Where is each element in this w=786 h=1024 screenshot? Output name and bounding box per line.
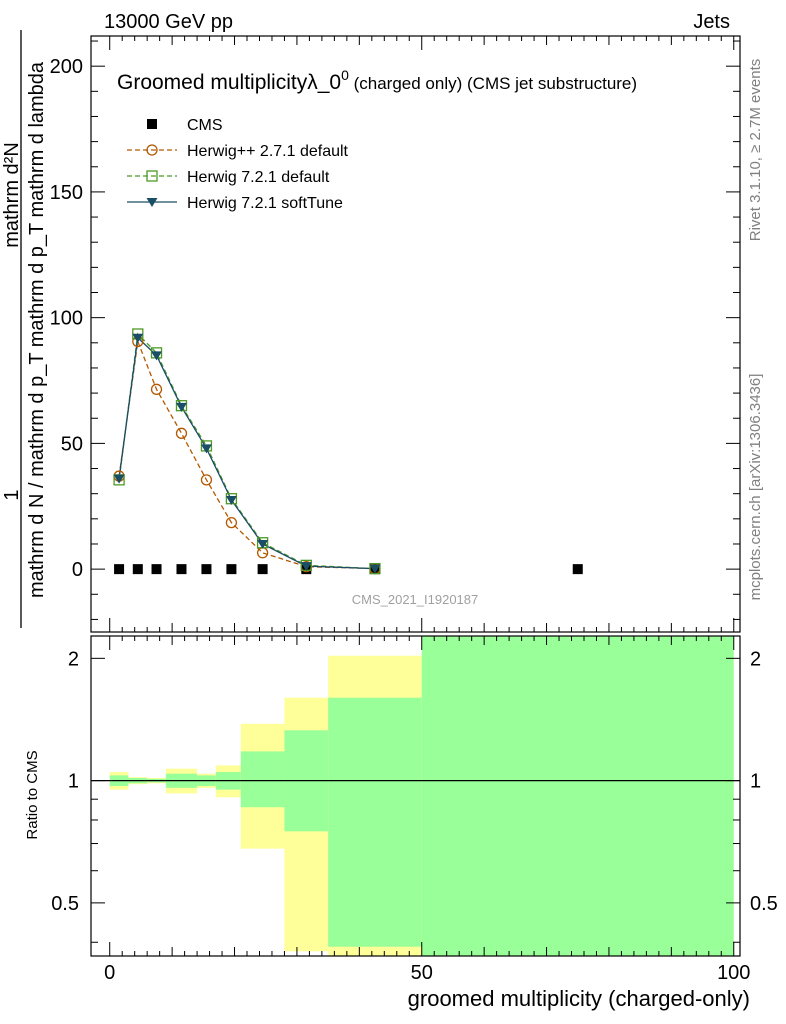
data-point-s0-2 — [151, 564, 162, 575]
data-point-s3-0 — [113, 474, 125, 484]
data-point-s0-3 — [176, 564, 187, 575]
x-tick-label-50: 50 — [411, 962, 433, 984]
data-point-s0-4 — [201, 564, 212, 575]
main-ylabel-one: 1 — [1, 489, 23, 500]
data-point-s1-4 — [200, 474, 213, 486]
ratio-ytick-label-right-0.5: 0.5 — [750, 893, 778, 915]
rivet-label: Rivet 3.1.10, ≥ 2.7M events — [747, 59, 764, 242]
legend-label-2: Herwig 7.2.1 default — [187, 169, 330, 186]
header-jets-label: Jets — [693, 11, 730, 33]
legend-marker-1 — [146, 144, 158, 156]
mcplots-label: mcplots.cern.ch [arXiv:1306.3436] — [747, 374, 764, 601]
main-title-sup: 0 — [341, 67, 349, 83]
main-ytick-label-100: 100 — [50, 308, 83, 330]
x-tick-label-0: 0 — [104, 962, 115, 984]
main-ytick-label-150: 150 — [50, 182, 83, 204]
main-ytick-label-0: 0 — [72, 559, 83, 581]
ratio-plot-frame — [90, 635, 741, 957]
legend-marker-3 — [146, 198, 158, 207]
data-point-s1-3 — [175, 427, 188, 439]
data-point-s1-2 — [150, 383, 163, 395]
data-point-s0-5 — [226, 564, 237, 575]
data-point-s3-8 — [369, 564, 381, 574]
data-point-s3-7 — [300, 562, 312, 572]
main-title: Groomed multiplicityλ_00 (charged only) … — [117, 67, 637, 94]
x-tick-label-100: 100 — [717, 962, 750, 984]
ratio-ytick-label-2: 2 — [68, 648, 79, 670]
main-ytick-label-200: 200 — [50, 56, 83, 78]
data-point-s3-1 — [132, 333, 144, 343]
legend-label-1: Herwig++ 2.7.1 default — [187, 143, 349, 160]
ratio-ylabel: Ratio to CMS — [24, 750, 41, 839]
main-title-text: Groomed multiplicityλ_0 — [117, 71, 341, 94]
legend-marker-0 — [147, 119, 157, 129]
header-energy-label: 13000 GeV pp — [104, 11, 233, 33]
ratio-ytick-label-1: 1 — [68, 771, 79, 793]
data-point-s3-4 — [200, 444, 212, 454]
main-plot-frame — [90, 35, 741, 633]
data-point-s0-6 — [257, 564, 268, 575]
ratio-ytick-label-0.5: 0.5 — [51, 893, 79, 915]
ratio-ytick-label-right-1: 1 — [750, 771, 761, 793]
series-line-3 — [118, 336, 375, 570]
main-title-suffix2: (CMS jet substructure) — [462, 74, 637, 93]
series-line-1 — [118, 338, 375, 570]
x-axis-label: groomed multiplicity (charged-only) — [408, 986, 750, 1011]
main-title-suffix1: (charged only) — [349, 74, 462, 93]
data-point-s3-3 — [175, 402, 187, 412]
data-point-s3-5 — [225, 495, 237, 505]
ratio-band-inner-8 — [328, 697, 422, 947]
legend-label-3: Herwig 7.2.1 softTune — [187, 195, 343, 212]
series-line-2 — [118, 332, 375, 570]
main-ytick-label-50: 50 — [61, 433, 83, 455]
main-ylabel-numerator: mathrm d²N — [1, 142, 23, 248]
legend-label-0: CMS — [187, 117, 223, 134]
legend: CMS Herwig++ 2.7.1 default Herwig 7.2.1 de… — [127, 117, 349, 212]
legend-marker-2 — [146, 170, 158, 182]
main-ylabel-denominator: mathrm d N / mathrm d p_T mathrm d p_T m… — [26, 61, 48, 598]
data-point-s0-0 — [114, 564, 125, 575]
ratio-ytick-label-right-2: 2 — [750, 648, 761, 670]
data-point-s3-6 — [257, 539, 269, 549]
data-point-s0-1 — [132, 564, 143, 575]
ratio-band-inner-9 — [421, 636, 734, 956]
data-point-s1-5 — [225, 516, 238, 529]
ratio-band-inner-6 — [240, 751, 285, 808]
data-point-s0-9 — [572, 564, 583, 575]
analysis-watermark: CMS_2021_I1920187 — [352, 592, 479, 607]
data-point-s3-2 — [151, 351, 163, 361]
data-point-s1-6 — [256, 547, 269, 559]
